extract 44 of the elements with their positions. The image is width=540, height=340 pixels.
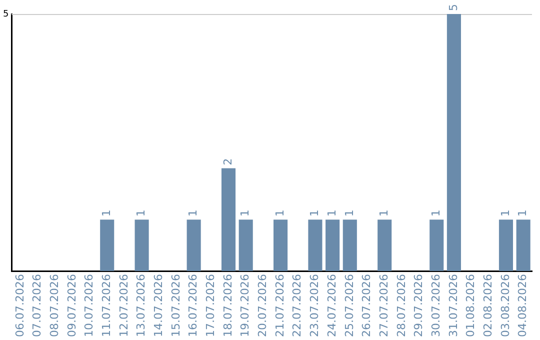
- x-tick-label: 12.07.2026: [117, 274, 130, 338]
- data-label: 1: [238, 210, 252, 217]
- data-label: 1: [342, 210, 356, 217]
- x-tick-label: 11.07.2026: [100, 274, 113, 338]
- x-tick-label: 21.07.2026: [273, 274, 286, 338]
- x-tick-label: 04.08.2026: [516, 274, 530, 338]
- x-tick-label: 25.07.2026: [342, 274, 356, 338]
- x-tick-label: 26.07.2026: [360, 274, 374, 338]
- data-label: 1: [516, 210, 530, 217]
- data-label: 5: [446, 4, 460, 11]
- data-label: 1: [325, 210, 338, 217]
- x-tick-label: 27.07.2026: [377, 274, 390, 338]
- x-tick-label: 10.07.2026: [82, 274, 96, 338]
- x-tick-label: 16.07.2026: [186, 274, 200, 338]
- x-tick-label: 03.08.2026: [498, 274, 512, 338]
- x-tick-label: 09.07.2026: [65, 274, 78, 338]
- x-tick-label: 17.07.2026: [204, 274, 218, 338]
- x-tick-label: 08.07.2026: [48, 274, 61, 338]
- data-label: 1: [186, 210, 200, 217]
- data-label: 1: [273, 210, 286, 217]
- x-tick-label: 02.08.2026: [482, 274, 495, 338]
- data-label: 1: [100, 210, 113, 217]
- x-tick-label: 14.07.2026: [152, 274, 165, 338]
- data-label: 1: [498, 210, 512, 217]
- x-tick-label: 15.07.2026: [169, 274, 182, 338]
- data-label: 2: [221, 158, 234, 166]
- x-tick-label: 28.07.2026: [394, 274, 408, 338]
- x-tick-label: 06.07.2026: [13, 274, 26, 338]
- x-tick-label: 23.07.2026: [308, 274, 322, 338]
- x-tick-label: 13.07.2026: [134, 274, 148, 338]
- x-tick-label: 30.07.2026: [429, 274, 442, 338]
- x-tick-label: 18.07.2026: [221, 274, 234, 338]
- x-tick-label: 20.07.2026: [256, 274, 270, 338]
- x-tick-label: 29.07.2026: [412, 274, 426, 338]
- x-tick-label: 31.07.2026: [446, 274, 460, 338]
- x-tick-label: 01.08.2026: [464, 274, 478, 338]
- data-label: 1: [429, 210, 442, 217]
- x-tick-label: 07.07.2026: [30, 274, 44, 338]
- data-label: 1: [377, 210, 390, 217]
- x-tick-label: 19.07.2026: [238, 274, 252, 338]
- x-tick-label: 24.07.2026: [325, 274, 338, 338]
- data-label: 1: [308, 210, 322, 217]
- x-tick-label: 22.07.2026: [290, 274, 304, 338]
- data-label: 1: [134, 210, 148, 217]
